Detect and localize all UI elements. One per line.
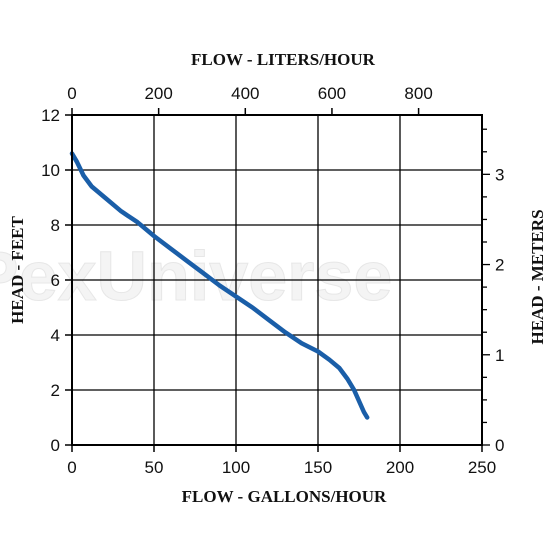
y-axis-title-right: HEAD - METERS	[528, 209, 547, 344]
x2-tick-label: 400	[231, 84, 259, 103]
x2-tick-label: 0	[67, 84, 76, 103]
grid-lines	[71, 114, 483, 446]
y-axis-left: 0 2 4 6 8 10 12	[41, 106, 72, 455]
y-tick-label: 10	[41, 161, 60, 180]
x-tick-label: 200	[386, 458, 414, 477]
x2-tick-label: 200	[144, 84, 172, 103]
y-tick-label: 4	[51, 326, 60, 345]
series-line	[69, 151, 370, 420]
y-tick-label: 0	[51, 436, 60, 455]
y-tick-label: 12	[41, 106, 60, 125]
y-axis-right: 0 1 2 3	[482, 128, 504, 455]
y-tick-label: 6	[51, 271, 60, 290]
y2-tick-label: 0	[495, 436, 504, 455]
data-series	[69, 151, 370, 420]
watermark-text: PexUniverse	[0, 237, 392, 315]
y2-tick-label: 3	[495, 165, 504, 184]
x-axis-title-top: FLOW - LITERS/HOUR	[191, 50, 376, 69]
y2-tick-label: 1	[495, 346, 504, 365]
x2-tick-label: 600	[318, 84, 346, 103]
x2-tick-label: 800	[404, 84, 432, 103]
y-axis-title-left: HEAD - FEET	[8, 216, 27, 324]
x-tick-label: 0	[67, 458, 76, 477]
x-tick-label: 250	[468, 458, 496, 477]
x-axis-title-bottom: FLOW - GALLONS/HOUR	[182, 487, 387, 506]
x-axis-bottom: 0 50 100 150 200 250	[67, 445, 496, 477]
y-tick-label: 8	[51, 216, 60, 235]
x-axis-top: 0 200 400 600 800	[67, 84, 433, 115]
x-tick-label: 150	[304, 458, 332, 477]
y-tick-label: 2	[51, 381, 60, 400]
x-tick-label: 100	[222, 458, 250, 477]
x-tick-label: 50	[145, 458, 164, 477]
y2-tick-label: 2	[495, 256, 504, 275]
